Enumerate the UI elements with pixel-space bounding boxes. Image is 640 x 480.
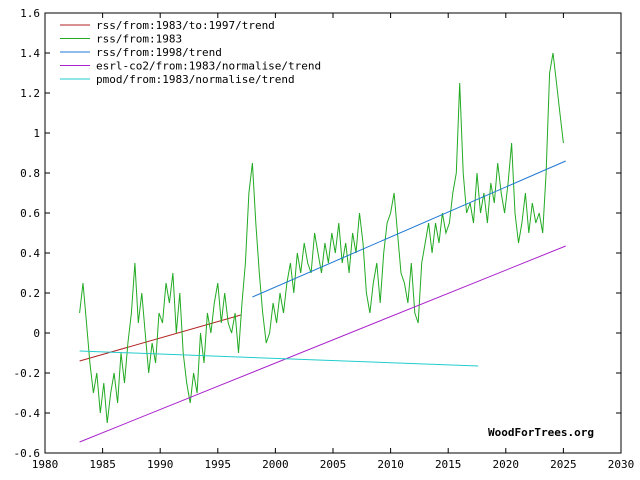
series-line-esrl-co2-from-1983-normalise-trend <box>79 245 566 443</box>
legend-label: rss/from:1983/to:1997/trend <box>96 19 275 32</box>
x-tick-label: 2015 <box>435 458 462 471</box>
y-tick-label: -0.2 <box>14 367 41 380</box>
x-tick-label: 2025 <box>550 458 577 471</box>
y-tick-label: -0.4 <box>14 407 41 420</box>
x-tick-label: 2020 <box>493 458 520 471</box>
x-tick-label: 2005 <box>320 458 347 471</box>
x-tick-label: 2000 <box>262 458 289 471</box>
y-tick-label: 0.2 <box>20 287 40 300</box>
series-lines <box>79 52 566 443</box>
y-axis: -0.6 -0.4 -0.2 0 0.2 0.4 0.6 0.8 1 1.2 1.4 1.6 <box>14 7 621 460</box>
legend-label: rss/from:1998/trend <box>96 46 222 59</box>
y-tick-label: 1.4 <box>20 47 40 60</box>
y-tick-label: 0.8 <box>20 167 40 180</box>
series-line-pmod-from-1983-normalise-trend <box>79 350 479 367</box>
watermark: WoodForTrees.org <box>488 426 594 439</box>
x-tick-label: 2030 <box>608 458 635 471</box>
y-tick-label: 0 <box>33 327 40 340</box>
legend: rss/from:1983/to:1997/trendrss/from:1983… <box>60 19 321 86</box>
y-tick-label: 1.2 <box>20 87 40 100</box>
legend-label: pmod/from:1983/normalise/trend <box>96 73 295 86</box>
x-axis: 1980 1985 1990 1995 2000 2005 2010 2015 2020 2025… <box>32 13 635 471</box>
y-tick-label: 0.4 <box>20 247 40 260</box>
y-tick-label: 1 <box>33 127 40 140</box>
x-tick-label: 1985 <box>89 458 116 471</box>
y-tick-label: 1.6 <box>20 7 40 20</box>
y-tick-label: -0.6 <box>14 447 41 460</box>
series-line-rss-from-1983-to-1997-trend <box>79 314 241 362</box>
legend-label: esrl-co2/from:1983/normalise/trend <box>96 60 321 73</box>
x-tick-label: 1980 <box>32 458 59 471</box>
legend-label: rss/from:1983 <box>96 33 182 46</box>
x-tick-label: 2010 <box>377 458 404 471</box>
y-tick-label: 0.6 <box>20 207 40 220</box>
plot-area <box>44 12 622 454</box>
x-tick-label: 1990 <box>147 458 174 471</box>
x-tick-label: 1995 <box>205 458 232 471</box>
series-line-rss-from-1983 <box>79 52 564 424</box>
series-line-rss-from-1998-trend <box>252 160 566 298</box>
